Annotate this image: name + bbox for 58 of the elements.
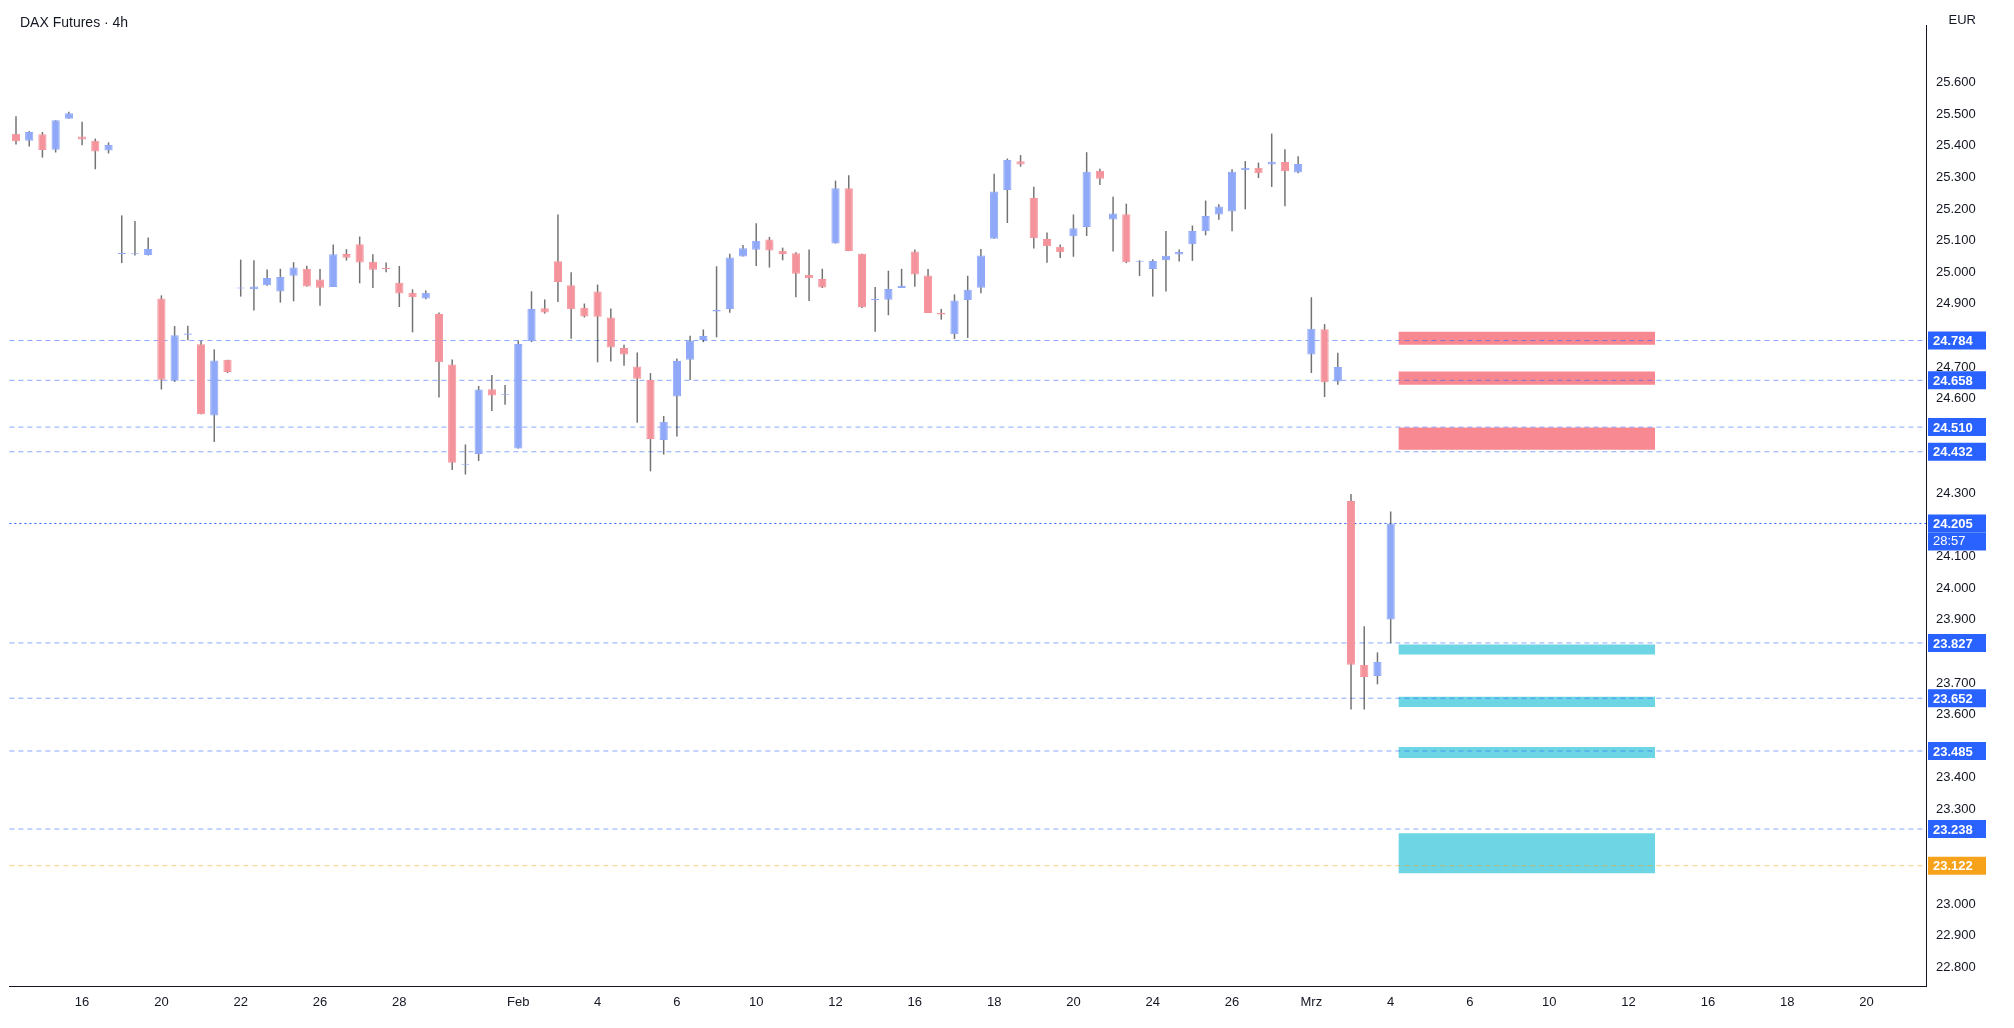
- x-tick-label: 18: [1779, 993, 1795, 1009]
- ref-line-label: 24.510: [1933, 419, 1973, 435]
- x-tick-label: 12: [828, 993, 843, 1009]
- y-tick-label: 24.300: [1936, 485, 1976, 501]
- y-tick-label: 25.000: [1936, 263, 1976, 279]
- y-tick-label: 23.300: [1936, 801, 1976, 817]
- x-tick-label: 16: [907, 993, 923, 1009]
- y-tick-label: 25.100: [1936, 232, 1976, 248]
- x-tick-label: 28: [392, 993, 407, 1009]
- y-tick-label: 25.400: [1936, 137, 1976, 153]
- x-tick-label: 22: [233, 993, 248, 1009]
- ref-line-label: 24.784: [1933, 333, 1974, 349]
- y-tick-label: 24.000: [1936, 579, 1976, 595]
- candlestick: [1175, 248, 1184, 263]
- ref-line-label: 23.827: [1933, 635, 1973, 651]
- y-tick-label: 23.600: [1936, 706, 1976, 722]
- y-tick-label: 25.600: [1936, 74, 1976, 90]
- ref-line-label: 23.652: [1933, 690, 1973, 706]
- x-tick-label: 16: [1700, 993, 1716, 1009]
- x-tick-label: Mrz: [1300, 993, 1323, 1009]
- y-tick-label: 22.800: [1936, 959, 1976, 975]
- y-tick-label: 23.000: [1936, 895, 1976, 911]
- x-tick-label: 24: [1145, 993, 1160, 1009]
- y-tick-label: 23.400: [1936, 769, 1976, 785]
- x-tick-label: 6: [673, 993, 681, 1009]
- y-tick-label: 24.100: [1936, 548, 1976, 564]
- y-tick-label: 22.900: [1936, 927, 1976, 943]
- x-tick-label: 4: [593, 993, 602, 1009]
- x-tick-label: 18: [986, 993, 1002, 1009]
- x-tick-label: 10: [1542, 993, 1557, 1009]
- x-tick-label: 20: [1859, 993, 1874, 1009]
- ref-line-label: 24.205: [1933, 516, 1973, 532]
- x-tick-label: 20: [154, 993, 169, 1009]
- y-tick-label: 24.900: [1936, 295, 1976, 311]
- ref-line-label: 24.432: [1933, 444, 1973, 460]
- text: 28:57: [1933, 533, 1966, 549]
- chart-title: DAX Futures · 4h: [16, 12, 133, 32]
- y-tick-label: 23.900: [1936, 611, 1976, 627]
- x-tick-label: 20: [1066, 993, 1081, 1009]
- y-tick-label: 24.700: [1936, 358, 1976, 374]
- x-tick-label: 10: [748, 993, 764, 1009]
- y-tick-label: 25.300: [1936, 169, 1976, 185]
- x-tick-label: 26: [312, 993, 328, 1009]
- y-tick-label: 25.200: [1936, 200, 1976, 216]
- y-axis-title: EUR: [1948, 12, 1976, 27]
- x-tick-label: 6: [1466, 993, 1474, 1009]
- ref-line-label: 23.485: [1933, 743, 1973, 759]
- y-tick-label: 25.500: [1936, 105, 1976, 121]
- ref-line-label: 24.658: [1933, 372, 1973, 388]
- x-tick-label: 12: [1621, 993, 1636, 1009]
- x-tick-label: 26: [1224, 993, 1240, 1009]
- y-tick-label: 24.600: [1936, 390, 1976, 406]
- ref-line-label: 23.238: [1933, 821, 1973, 837]
- y-tick-label: 23.700: [1936, 674, 1976, 690]
- x-tick-label: 16: [74, 993, 90, 1009]
- x-tick-label: Feb: [507, 993, 530, 1009]
- ref-line-label: 23.122: [1933, 858, 1973, 874]
- x-tick-label: 4: [1387, 993, 1395, 1009]
